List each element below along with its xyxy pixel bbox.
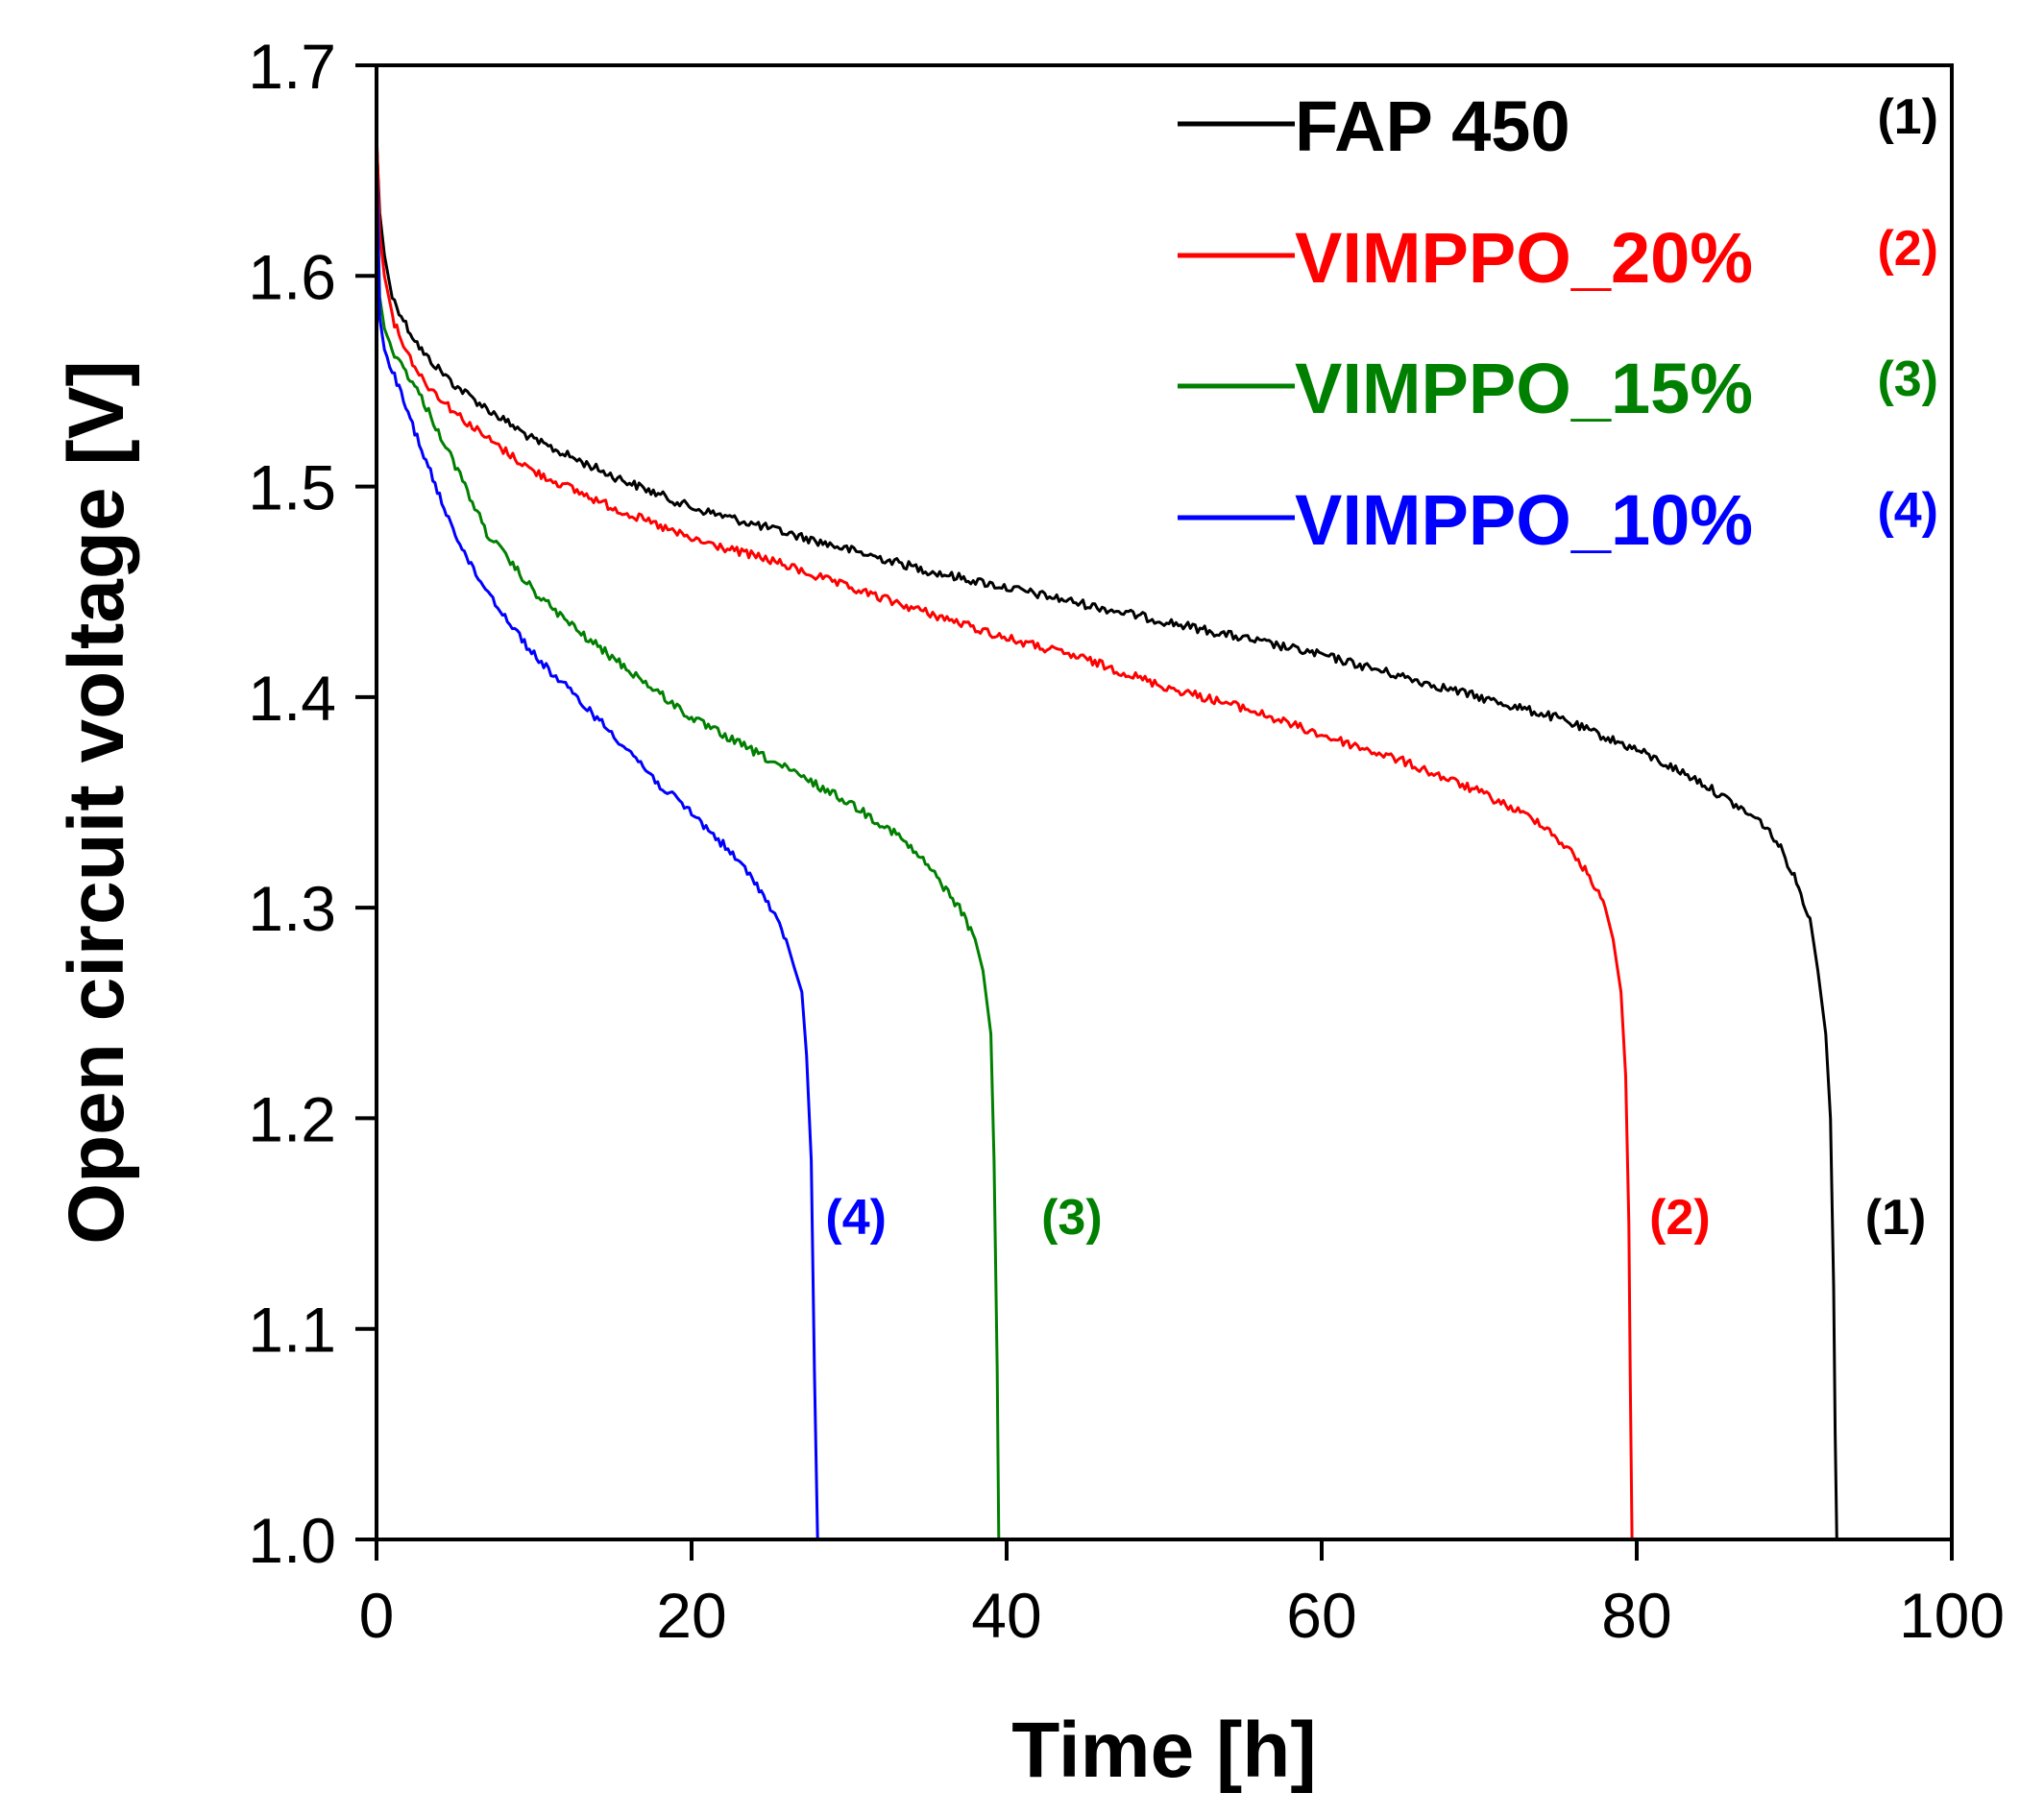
series-line-4 <box>375 149 819 1540</box>
x-axis-title: Time [h] <box>1011 1707 1316 1794</box>
y-tick-label: 1.0 <box>248 1505 336 1576</box>
plot-frame <box>375 63 1954 1541</box>
legend-label-2: VIMPPO_20% <box>1295 218 1753 298</box>
x-tick-label: 100 <box>1899 1580 2005 1651</box>
plot-lines <box>375 128 1838 1540</box>
legend: FAP 450 (1) VIMPPO_20% (2) VIMPPO_15% (3) VIMP… <box>1178 86 1938 560</box>
legend-label-4: VIMPPO_10% <box>1295 480 1753 560</box>
legend-marker-1: (1) <box>1877 89 1938 145</box>
curve-annotation-1: (1) <box>1865 1190 1927 1246</box>
legend-label-1: FAP 450 <box>1295 86 1570 166</box>
series-line-3 <box>375 159 1001 1540</box>
y-tick-label: 1.5 <box>248 452 336 523</box>
series-line-2 <box>375 128 1634 1540</box>
y-tick-label: 1.6 <box>248 241 336 312</box>
curve-annotation-2: (2) <box>1649 1190 1711 1246</box>
curve-annotation-4: (4) <box>825 1190 887 1246</box>
curve-annotations: (4) (3) (2) (1) <box>825 1190 1926 1246</box>
x-tick-label: 40 <box>971 1580 1041 1651</box>
legend-label-3: VIMPPO_15% <box>1295 349 1753 428</box>
x-tick-label: 0 <box>359 1580 395 1651</box>
x-axis: 0 20 40 60 80 100 <box>359 1539 2005 1651</box>
x-tick-label: 60 <box>1286 1580 1356 1651</box>
y-axis: 1.0 1.1 1.2 1.3 1.4 1.5 1.6 1.7 <box>248 31 377 1576</box>
y-axis-title: Open circuit voltage [V] <box>53 360 140 1244</box>
series-line-1 <box>375 138 1838 1540</box>
y-tick-label: 1.3 <box>248 873 336 944</box>
legend-marker-3: (3) <box>1877 351 1938 407</box>
x-tick-label: 80 <box>1601 1580 1671 1651</box>
y-tick-label: 1.4 <box>248 663 336 734</box>
y-tick-label: 1.2 <box>248 1083 336 1154</box>
legend-marker-4: (4) <box>1877 483 1938 539</box>
x-tick-label: 20 <box>656 1580 726 1651</box>
y-tick-label: 1.7 <box>248 31 336 102</box>
y-tick-label: 1.1 <box>248 1295 336 1366</box>
curve-annotation-3: (3) <box>1041 1190 1103 1246</box>
legend-marker-2: (2) <box>1877 221 1938 277</box>
